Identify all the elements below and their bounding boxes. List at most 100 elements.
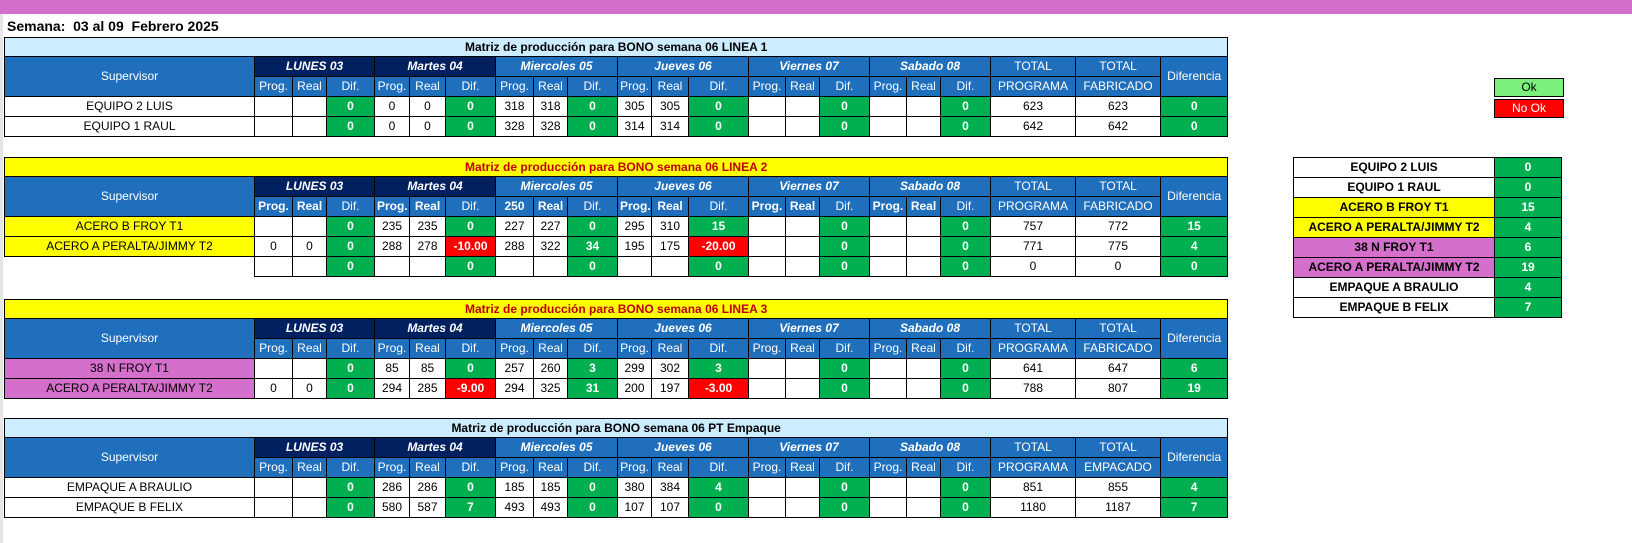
- table-cell[interactable]: 0: [567, 477, 618, 498]
- table-cell[interactable]: [785, 358, 820, 379]
- table-cell[interactable]: [785, 96, 820, 117]
- table-cell[interactable]: 0: [1159, 116, 1229, 137]
- supervisor-name[interactable]: EMPAQUE A BRAULIO: [4, 477, 255, 498]
- table-cell[interactable]: [292, 477, 327, 498]
- table-cell[interactable]: [869, 236, 907, 257]
- table-cell[interactable]: [748, 497, 786, 518]
- summary-value[interactable]: 19: [1494, 257, 1562, 278]
- table-cell[interactable]: -10.00: [445, 236, 496, 257]
- table-cell[interactable]: [869, 256, 907, 277]
- table-cell[interactable]: [651, 256, 689, 277]
- table-cell[interactable]: 0: [326, 96, 375, 117]
- table-cell[interactable]: 0: [445, 96, 496, 117]
- table-cell[interactable]: [869, 96, 907, 117]
- table-cell[interactable]: 851: [990, 477, 1076, 498]
- table-cell[interactable]: 200: [617, 378, 652, 399]
- table-cell[interactable]: 235: [409, 216, 446, 237]
- summary-name[interactable]: EMPAQUE B FELIX: [1293, 297, 1495, 318]
- summary-name[interactable]: ACERO A PERALTA/JIMMY T2: [1293, 257, 1495, 278]
- table-cell[interactable]: [785, 116, 820, 137]
- table-cell[interactable]: 19: [1159, 378, 1229, 399]
- summary-value[interactable]: 4: [1494, 277, 1562, 298]
- table-cell[interactable]: [292, 116, 327, 137]
- table-cell[interactable]: 294: [495, 378, 534, 399]
- table-cell[interactable]: [785, 497, 820, 518]
- summary-name[interactable]: ACERO B FROY T1: [1293, 197, 1495, 218]
- table-cell[interactable]: [292, 497, 327, 518]
- table-cell[interactable]: 0: [688, 116, 749, 137]
- table-cell[interactable]: 0: [445, 116, 496, 137]
- table-cell[interactable]: [254, 256, 293, 277]
- table-cell[interactable]: 0: [688, 497, 749, 518]
- table-cell[interactable]: 0: [940, 358, 991, 379]
- table-cell[interactable]: 318: [495, 96, 534, 117]
- table-cell[interactable]: [617, 256, 652, 277]
- table-cell[interactable]: 314: [617, 116, 652, 137]
- table-cell[interactable]: [254, 358, 293, 379]
- table-cell[interactable]: [292, 216, 327, 237]
- table-cell[interactable]: 197: [651, 378, 689, 399]
- table-cell[interactable]: 0: [374, 116, 410, 137]
- table-cell[interactable]: 227: [495, 216, 534, 237]
- table-cell[interactable]: 0: [1159, 256, 1229, 277]
- table-cell[interactable]: 286: [409, 477, 446, 498]
- summary-name[interactable]: EMPAQUE A BRAULIO: [1293, 277, 1495, 298]
- table-cell[interactable]: 0: [445, 358, 496, 379]
- table-cell[interactable]: [748, 116, 786, 137]
- table-cell[interactable]: 185: [495, 477, 534, 498]
- table-cell[interactable]: 641: [990, 358, 1076, 379]
- table-cell[interactable]: 328: [495, 116, 534, 137]
- table-cell[interactable]: 0: [940, 378, 991, 399]
- table-cell[interactable]: [785, 236, 820, 257]
- table-cell[interactable]: 775: [1075, 236, 1161, 257]
- table-cell[interactable]: 0: [567, 116, 618, 137]
- table-cell[interactable]: [785, 378, 820, 399]
- table-cell[interactable]: 0: [940, 497, 991, 518]
- table-cell[interactable]: [748, 236, 786, 257]
- table-cell[interactable]: 807: [1075, 378, 1161, 399]
- table-cell[interactable]: 34: [567, 236, 618, 257]
- summary-value[interactable]: 7: [1494, 297, 1562, 318]
- table-cell[interactable]: 107: [617, 497, 652, 518]
- table-cell[interactable]: [906, 477, 941, 498]
- table-cell[interactable]: 4: [1159, 477, 1229, 498]
- table-cell[interactable]: 7: [445, 497, 496, 518]
- table-cell[interactable]: 0: [940, 256, 991, 277]
- table-cell[interactable]: 855: [1075, 477, 1161, 498]
- table-cell[interactable]: 322: [533, 236, 568, 257]
- table-cell[interactable]: [785, 477, 820, 498]
- table-cell[interactable]: 278: [409, 236, 446, 257]
- table-cell[interactable]: 285: [409, 378, 446, 399]
- table-cell[interactable]: 31: [567, 378, 618, 399]
- table-cell[interactable]: 0: [292, 236, 327, 257]
- summary-value[interactable]: 0: [1494, 177, 1562, 198]
- table-cell[interactable]: 107: [651, 497, 689, 518]
- table-cell[interactable]: 299: [617, 358, 652, 379]
- table-cell[interactable]: [748, 256, 786, 277]
- table-cell[interactable]: 623: [1075, 96, 1161, 117]
- table-cell[interactable]: 318: [533, 96, 568, 117]
- table-cell[interactable]: 0: [409, 96, 446, 117]
- table-cell[interactable]: 0: [326, 256, 375, 277]
- table-cell[interactable]: 286: [374, 477, 410, 498]
- table-cell[interactable]: 772: [1075, 216, 1161, 237]
- table-cell[interactable]: -20.00: [688, 236, 749, 257]
- table-cell[interactable]: 0: [326, 216, 375, 237]
- summary-name[interactable]: EQUIPO 1 RAUL: [1293, 177, 1495, 198]
- table-cell[interactable]: 580: [374, 497, 410, 518]
- table-cell[interactable]: 15: [688, 216, 749, 237]
- table-cell[interactable]: [254, 497, 293, 518]
- table-cell[interactable]: 0: [819, 378, 870, 399]
- summary-name[interactable]: EQUIPO 2 LUIS: [1293, 157, 1495, 178]
- table-cell[interactable]: 0: [819, 96, 870, 117]
- summary-value[interactable]: 15: [1494, 197, 1562, 218]
- table-cell[interactable]: 288: [374, 236, 410, 257]
- table-cell[interactable]: 0: [819, 497, 870, 518]
- table-cell[interactable]: 175: [651, 236, 689, 257]
- table-cell[interactable]: [906, 116, 941, 137]
- table-cell[interactable]: 288: [495, 236, 534, 257]
- table-cell[interactable]: [748, 216, 786, 237]
- table-cell[interactable]: [869, 378, 907, 399]
- supervisor-name[interactable]: ACERO B FROY T1: [4, 216, 255, 237]
- table-cell[interactable]: [869, 116, 907, 137]
